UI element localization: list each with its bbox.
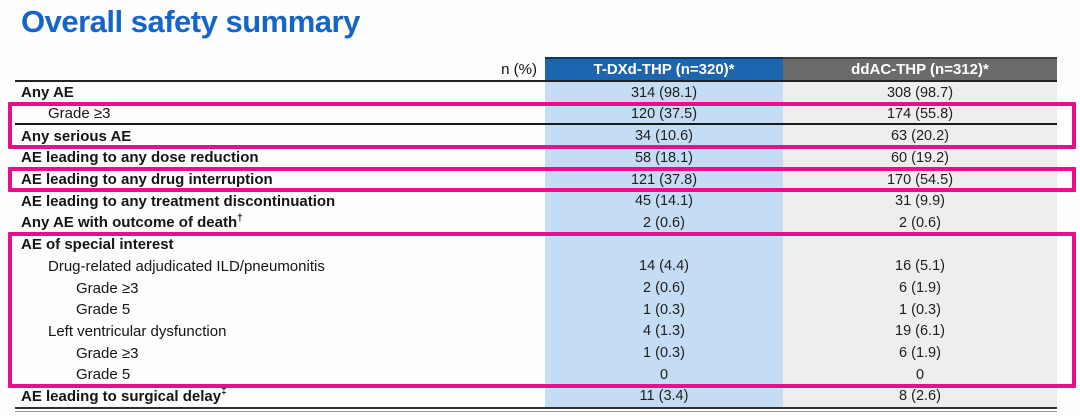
row-label: Left ventricular dysfunction	[48, 322, 227, 340]
row-label: Grade ≥3	[76, 279, 139, 297]
row-label: Grade ≥3	[76, 344, 139, 362]
unit-label: n (%)	[15, 57, 545, 82]
row-label: AE leading to surgical delay ‡	[21, 386, 227, 405]
table-row: AE leading to any dose reduction 58 (18.…	[15, 147, 1057, 169]
tdxd-value: 2 (0.6)	[545, 277, 783, 299]
table-row: AE leading to any treatment discontinuat…	[15, 190, 1057, 213]
column-header-ddac-thp: ddAC-THP (n=312)*	[783, 57, 1057, 82]
ddac-value: 8 (2.6)	[783, 385, 1057, 408]
tdxd-value: 11 (3.4)	[545, 385, 783, 408]
tdxd-value: 121 (37.8)	[545, 168, 783, 191]
ddac-value: 31 (9.9)	[783, 190, 1057, 213]
page-title: Overall safety summary	[21, 4, 360, 39]
ddac-value: 308 (98.7)	[783, 82, 1057, 104]
tdxd-value: 2 (0.6)	[545, 212, 783, 234]
tdxd-value	[545, 233, 783, 256]
tdxd-value: 120 (37.5)	[545, 103, 783, 124]
ddac-value: 19 (6.1)	[783, 320, 1057, 343]
table-row: Grade ≥3 1 (0.3) 6 (1.9)	[15, 342, 1057, 364]
row-label: Any serious AE	[21, 127, 132, 145]
tdxd-value: 1 (0.3)	[545, 342, 783, 364]
row-label: Grade 5	[76, 366, 131, 384]
row-label: Grade ≥3	[48, 105, 111, 123]
tdxd-value: 34 (10.6)	[545, 125, 783, 148]
table-header: n (%) T-DXd-THP (n=320)* ddAC-THP (n=312…	[15, 57, 1057, 82]
ddac-value: 174 (55.8)	[783, 103, 1057, 124]
row-label: AE of special interest	[21, 236, 174, 254]
safety-summary-table: n (%) T-DXd-THP (n=320)* ddAC-THP (n=312…	[8, 57, 1076, 413]
table-row: Grade 5 1 (0.3) 1 (0.3)	[15, 298, 1057, 321]
table-row: Any AE with outcome of death † 2 (0.6) 2 …	[15, 212, 1057, 234]
row-label: AE leading to any dose reduction	[21, 149, 259, 167]
row-label: Drug-related adjudicated ILD/pneumonitis	[48, 257, 325, 275]
ddac-value: 2 (0.6)	[783, 212, 1057, 234]
tdxd-value: 0	[545, 363, 783, 386]
ddac-value	[783, 233, 1057, 256]
table-row: Grade ≥3 120 (37.5) 174 (55.8)	[15, 103, 1057, 126]
table-row: Any serious AE 34 (10.6) 63 (20.2)	[15, 125, 1057, 148]
ddac-value: 16 (5.1)	[783, 255, 1057, 278]
tdxd-value: 45 (14.1)	[545, 190, 783, 213]
ddac-value: 170 (54.5)	[783, 168, 1057, 191]
column-header-tdxd-thp: T-DXd-THP (n=320)*	[545, 57, 783, 82]
table-row: Grade ≥3 2 (0.6) 6 (1.9)	[15, 277, 1057, 299]
row-label: Grade 5	[76, 301, 131, 319]
table-row: Any AE 314 (98.1) 308 (98.7)	[15, 82, 1057, 104]
table-row: Left ventricular dysfunction 4 (1.3) 19 …	[15, 320, 1057, 343]
ddac-value: 60 (19.2)	[783, 147, 1057, 169]
table-row: Drug-related adjudicated ILD/pneumonitis…	[15, 255, 1057, 278]
table-row: AE leading to surgical delay ‡ 11 (3.4) 8…	[15, 385, 1057, 408]
table-row: AE leading to any drug interruption 121 …	[15, 168, 1057, 191]
table-bottom-rule	[15, 407, 1057, 410]
ddac-value: 6 (1.9)	[783, 277, 1057, 299]
table-bottom-rule-shadow	[15, 411, 1057, 413]
row-label: Any AE with outcome of death †	[21, 212, 243, 232]
ddac-value: 1 (0.3)	[783, 298, 1057, 321]
tdxd-value: 14 (4.4)	[545, 255, 783, 278]
tdxd-value: 4 (1.3)	[545, 320, 783, 343]
ddac-value: 6 (1.9)	[783, 342, 1057, 364]
tdxd-value: 1 (0.3)	[545, 298, 783, 321]
tdxd-value: 314 (98.1)	[545, 82, 783, 104]
row-label: AE leading to any drug interruption	[21, 171, 273, 189]
ddac-value: 63 (20.2)	[783, 125, 1057, 148]
row-label: AE leading to any treatment discontinuat…	[21, 192, 336, 210]
table-row: Grade 5 0 0	[15, 363, 1057, 386]
row-label: Any AE	[21, 84, 74, 102]
ddac-value: 0	[783, 363, 1057, 386]
tdxd-value: 58 (18.1)	[545, 147, 783, 169]
table-row: AE of special interest	[15, 233, 1057, 256]
